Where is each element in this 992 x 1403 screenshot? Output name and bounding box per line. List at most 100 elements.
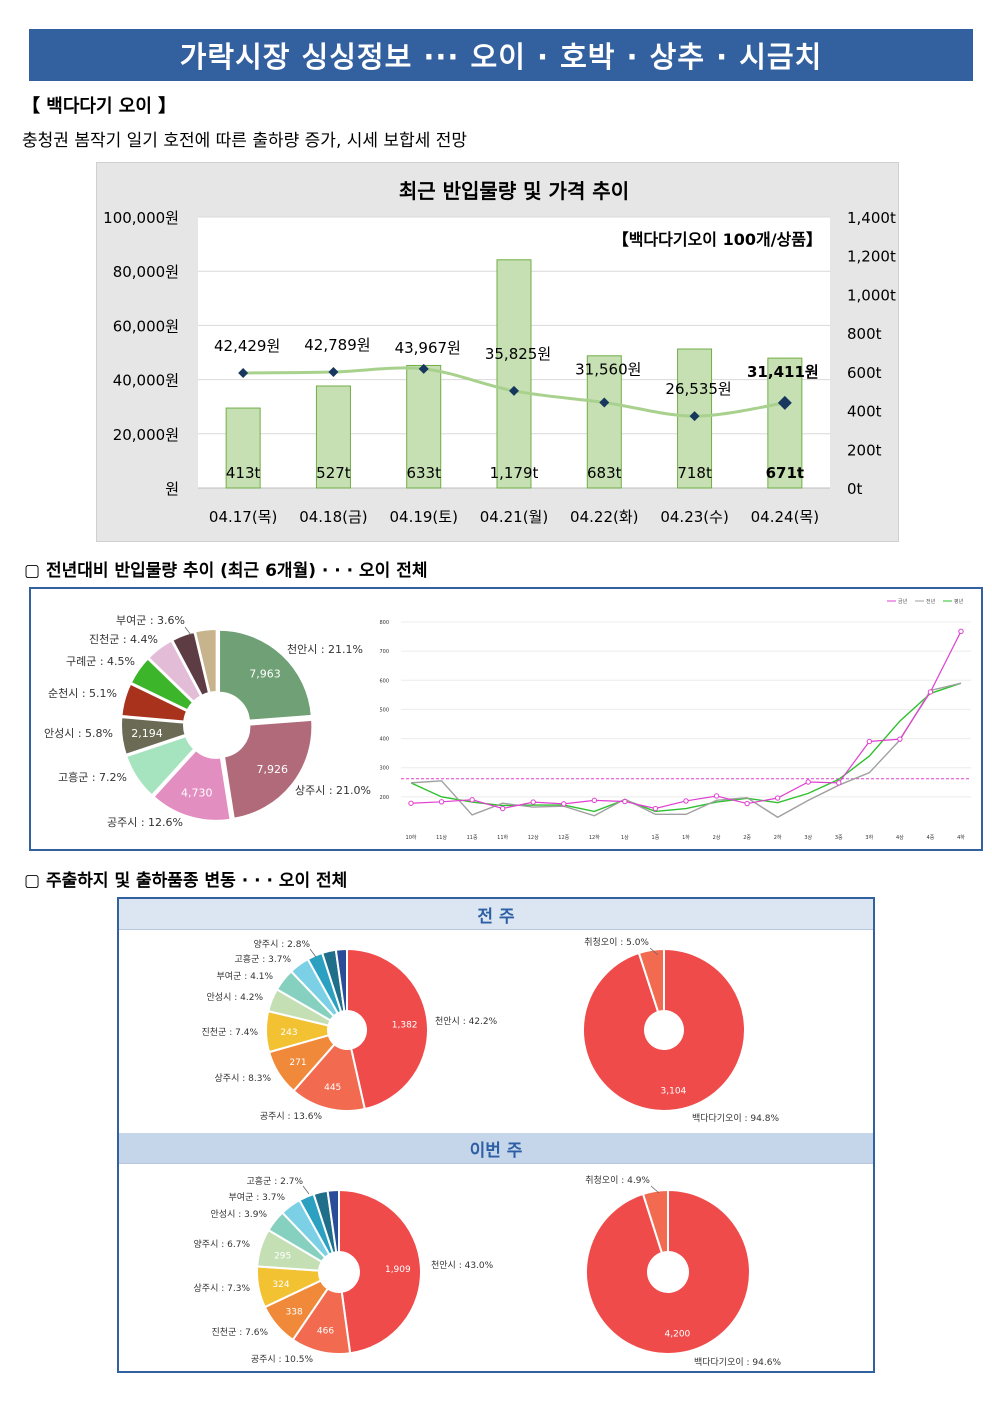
pie-slice xyxy=(152,748,232,822)
pie-slice xyxy=(637,947,665,1014)
slice-label: 부여군 : 3.7% xyxy=(229,1191,286,1203)
pie-slice xyxy=(125,734,196,797)
slice-value: 1,909 xyxy=(385,1265,411,1275)
pie-slice xyxy=(326,1188,340,1254)
pie-slice xyxy=(120,682,189,723)
y-tick: 600 xyxy=(379,678,389,684)
x-tick: 4중 xyxy=(927,835,935,841)
slice-label: 진천군 : 4.4% xyxy=(89,632,158,646)
leader-line xyxy=(302,1185,310,1195)
x-tick: 12하 xyxy=(589,834,600,841)
series-line xyxy=(410,682,962,813)
market-outlook: 충청권 봄작기 일기 호전에 따른 출하량 증가, 시세 보합세 전망 xyxy=(22,131,468,151)
left-tick: 100,000원 xyxy=(103,209,179,227)
legend-entry: 전년 xyxy=(926,598,936,605)
price-label: 35,825원 xyxy=(485,345,551,363)
series-marker xyxy=(499,805,506,812)
x-tick: 3중 xyxy=(835,835,843,841)
slice-label: 부여군 : 4.1% xyxy=(217,970,274,982)
pie-slice xyxy=(120,716,187,757)
right-tick: 1,400t xyxy=(847,209,896,227)
pie-slice xyxy=(582,947,746,1112)
volume-bar xyxy=(677,348,713,489)
leader-line xyxy=(650,1185,660,1194)
slice-label: 양주시 : 6.7% xyxy=(194,1239,251,1250)
slice-value: 7,963 xyxy=(249,667,281,680)
x-tick: 1중 xyxy=(652,835,660,841)
pie-slice xyxy=(292,1042,366,1112)
origin-svg: 1,382 천안시 : 42.2% 445 공주시 : 13.6% 271 상주시 : 8… xyxy=(194,937,782,1368)
slice-value: 1,382 xyxy=(392,1021,418,1031)
volume-label: 413t xyxy=(226,464,261,482)
series-marker xyxy=(652,805,659,812)
category-tick: 04.22(화) xyxy=(570,508,638,526)
x-tick: 2상 xyxy=(713,834,721,841)
slice-label: 안성시 : 5.8% xyxy=(44,727,113,740)
price-point xyxy=(777,395,792,410)
series-line xyxy=(410,631,962,810)
series-line xyxy=(410,682,962,819)
category-tick: 04.19(토) xyxy=(389,508,457,526)
x-tick: 11중 xyxy=(467,835,478,841)
x-tick: 2중 xyxy=(743,835,751,841)
slice-value: 3,104 xyxy=(661,1086,687,1096)
y-tick: 200 xyxy=(379,795,389,801)
price-label: 31,411원 xyxy=(747,363,819,381)
series-marker xyxy=(958,628,964,635)
slice-label: 천안시 : 43.0% xyxy=(431,1260,494,1271)
left-tick: 60,000원 xyxy=(113,317,179,335)
series-marker xyxy=(927,689,934,695)
right-tick: 200t xyxy=(847,441,882,459)
category-tick: 04.24(목) xyxy=(751,508,819,526)
x-tick: 4하 xyxy=(957,834,965,841)
right-tick: 400t xyxy=(847,403,882,421)
series-marker xyxy=(561,801,567,807)
legend-entry: 금년 xyxy=(898,598,908,605)
category-tick: 04.18(금) xyxy=(299,508,367,526)
slice-label: 부여군 : 3.6% xyxy=(116,614,185,627)
slice-label: 공주시 : 13.6% xyxy=(260,1111,323,1122)
slice-value: 338 xyxy=(286,1307,303,1317)
price-label: 42,429원 xyxy=(214,337,280,355)
category-tick: 04.17(목) xyxy=(209,508,277,526)
price-point xyxy=(418,363,429,374)
left-tick: 40,000원 xyxy=(113,372,179,390)
product-title: 【 백다다기 오이 】 xyxy=(22,96,177,117)
slice-label: 진천군 : 7.4% xyxy=(202,1027,259,1038)
slice-label: 상주시 : 7.3% xyxy=(194,1283,251,1294)
slice-label: 백다다기오이 : 94.8% xyxy=(692,1113,779,1124)
slice-label: 백다다기오이 : 94.6% xyxy=(694,1357,781,1368)
slice-label: 취청오이 : 4.9% xyxy=(585,1175,650,1186)
left-tick: 원 xyxy=(165,480,179,498)
volume-label: 718t xyxy=(677,464,712,482)
yoy-svg: 7,963 천안시 : 21.1% 7,926 상주시 : 21.0% 4,730 공주시… xyxy=(44,598,971,841)
chart-title: 최근 반입물량 및 가격 추이 xyxy=(399,179,629,203)
page-banner: 가락시장 싱싱정보 ··· 오이 · 호박 · 상추 · 시금치 xyxy=(29,29,973,81)
series-marker xyxy=(622,798,628,805)
arrivals-price-chart: 최근 반입물량 및 가격 추이 100,000원 80,000원 60,000원 40,… xyxy=(96,162,899,542)
slice-value: 7,926 xyxy=(257,763,289,776)
series-marker xyxy=(897,736,903,742)
volume-label: 1,179t xyxy=(490,464,539,482)
y-tick: 400 xyxy=(379,737,389,743)
volume-label: 633t xyxy=(406,464,441,482)
slice-value: 445 xyxy=(324,1083,341,1093)
slice-label: 공주시 : 10.5% xyxy=(251,1354,314,1365)
slice-label: 양주시 : 2.8% xyxy=(254,939,311,950)
volume-bar xyxy=(586,355,622,489)
arrivals-price-svg: 최근 반입물량 및 가격 추이 100,000원 80,000원 60,000원 40,… xyxy=(103,179,896,526)
price-point xyxy=(599,397,610,408)
slice-label: 순천시 : 5.1% xyxy=(48,686,117,700)
category-tick: 04.21(월) xyxy=(480,508,548,526)
volume-bar xyxy=(315,385,351,489)
right-tick: 1,200t xyxy=(847,248,896,266)
y-tick: 500 xyxy=(379,707,389,713)
origin-heading: ▢ 주출하지 및 출하품종 변동 · · · 오이 전체 xyxy=(24,871,348,891)
pie-slice xyxy=(218,628,313,722)
series-marker xyxy=(836,780,842,786)
pie-slice xyxy=(641,1188,669,1255)
slice-label: 안성시 : 3.9% xyxy=(211,1209,268,1220)
x-tick: 3하 xyxy=(865,834,873,841)
series-marker xyxy=(408,800,414,806)
x-tick: 3상 xyxy=(804,834,812,841)
